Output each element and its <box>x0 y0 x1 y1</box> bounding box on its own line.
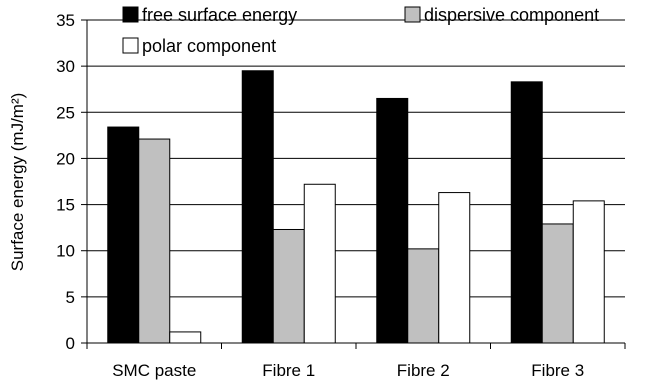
legend: free surface energy dispersive component p… <box>122 5 599 56</box>
legend-item-polar-component: polar component <box>122 36 276 56</box>
x-tick-label: Fibre 1 <box>262 361 315 380</box>
bar-dispersive-component-1 <box>272 228 305 344</box>
y-tick-labels: 0 5 10 15 20 25 30 35 <box>56 11 87 353</box>
bar-dispersive-component-0 <box>138 138 171 344</box>
y-tick-label: 20 <box>56 149 75 168</box>
y-tick-label: 5 <box>66 288 75 307</box>
bar-dispersive-component-3 <box>541 223 574 344</box>
gridlines <box>87 19 625 298</box>
x-tick-labels: SMC paste Fibre 1 Fibre 2 Fibre 3 <box>86 343 626 380</box>
legend-swatch <box>122 37 139 54</box>
bar-polar-component-1 <box>303 183 336 344</box>
y-tick-label: 0 <box>66 334 75 353</box>
y-tick-label: 25 <box>56 103 75 122</box>
x-tick-label: SMC paste <box>112 361 196 380</box>
y-axis-title: Surface energy (mJ/m²) <box>8 93 27 272</box>
bar-polar-component-0 <box>169 331 202 344</box>
bar-polar-component-2 <box>438 192 471 344</box>
legend-label: free surface energy <box>142 5 297 25</box>
y-tick-label: 15 <box>56 196 75 215</box>
legend-item-free-surface-energy: free surface energy <box>122 5 297 25</box>
bars <box>107 70 605 344</box>
bar-free-surface-energy-2 <box>376 97 409 344</box>
legend-swatch <box>404 6 421 23</box>
bar-polar-component-3 <box>572 200 605 344</box>
x-tick-label: Fibre 2 <box>397 361 450 380</box>
bar-dispersive-component-2 <box>407 248 440 344</box>
legend-label: dispersive component <box>424 5 599 25</box>
legend-label: polar component <box>142 36 276 56</box>
y-tick-label: 30 <box>56 57 75 76</box>
legend-swatch <box>122 6 139 23</box>
y-tick-label: 10 <box>56 242 75 261</box>
y-tick-label: 35 <box>56 11 75 30</box>
bar-free-surface-energy-1 <box>241 70 274 344</box>
bar-free-surface-energy-0 <box>107 126 140 344</box>
bar-free-surface-energy-3 <box>510 81 543 344</box>
legend-item-dispersive-component: dispersive component <box>404 5 599 25</box>
x-tick-label: Fibre 3 <box>531 361 584 380</box>
